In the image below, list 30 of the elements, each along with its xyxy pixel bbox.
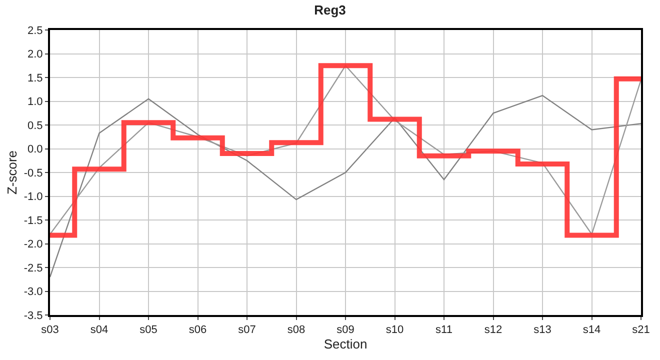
y-tick-label: 1.5 xyxy=(28,72,43,84)
x-tick-label: s03 xyxy=(41,324,59,336)
y-tick-label: 2.0 xyxy=(28,48,43,61)
y-axis-title: Z-score xyxy=(4,150,20,195)
y-tick-label: 1.0 xyxy=(28,96,43,108)
x-tick-label: s04 xyxy=(90,324,108,336)
x-axis-title: Section xyxy=(324,336,368,352)
line-series xyxy=(50,94,641,278)
x-tick-label: s10 xyxy=(386,324,404,336)
y-tick-label: 2.5 xyxy=(28,24,43,37)
chart-title: Reg3 xyxy=(314,2,346,18)
x-tick-label: s07 xyxy=(238,324,256,336)
y-tick-label: 0.0 xyxy=(28,144,43,156)
y-tick-label: -3.5 xyxy=(24,310,43,322)
x-tick-label: s05 xyxy=(140,324,158,336)
x-tick-label: s06 xyxy=(188,324,207,336)
x-tick-label: s21 xyxy=(632,324,650,336)
x-tick-label: s13 xyxy=(534,324,552,336)
x-tick-label: s11 xyxy=(436,324,452,336)
x-tick-label: s09 xyxy=(336,324,354,336)
y-tick-label: -2.5 xyxy=(24,262,43,274)
y-tick-label: -2.0 xyxy=(24,238,43,251)
y-tick-label: -3.0 xyxy=(24,286,43,298)
y-tick-label: -1.5 xyxy=(24,214,43,227)
x-tick-label: s12 xyxy=(484,324,502,336)
y-tick-label: 0.5 xyxy=(28,120,43,132)
x-tick-label: s08 xyxy=(287,324,306,336)
y-tick-label: -0.5 xyxy=(24,167,43,180)
x-tick-label: s14 xyxy=(582,324,601,336)
y-tick-label: -1.0 xyxy=(24,191,43,204)
